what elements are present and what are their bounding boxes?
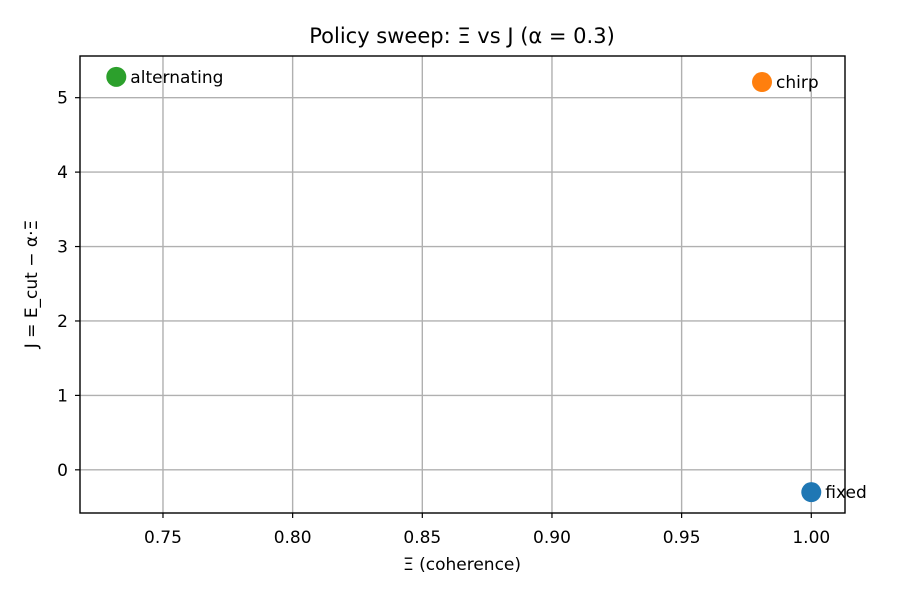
y-tick-label: 3 — [57, 238, 68, 258]
plot-frame — [79, 55, 846, 514]
x-tick-label: 0.95 — [663, 528, 701, 548]
y-tick-label: 1 — [57, 386, 68, 406]
y-tick-label: 5 — [57, 89, 68, 109]
x-tick-label: 0.90 — [533, 528, 571, 548]
y-tick-label: 4 — [57, 163, 68, 183]
point-label-chirp: chirp — [776, 73, 819, 93]
x-tick-label: 0.85 — [403, 528, 441, 548]
point-label-alternating: alternating — [130, 68, 223, 88]
data-point-chirp — [752, 72, 773, 93]
gridlines — [80, 56, 845, 513]
x-tick-label: 1.00 — [792, 528, 830, 548]
x-tick-label: 0.75 — [144, 528, 182, 548]
y-axis-label: J = E_cut − α·Ξ — [22, 220, 42, 350]
x-tick-label: 0.80 — [274, 528, 312, 548]
x-axis-label: Ξ (coherence) — [403, 555, 521, 575]
data-point-fixed — [801, 482, 822, 503]
data-points: fixed chirp alternating — [106, 66, 867, 503]
axis-ticks: 0.75 0.80 0.85 0.90 0.95 1.00 0 1 2 3 4 5 — [57, 89, 830, 548]
chart-title: Policy sweep: Ξ vs J (α = 0.3) — [309, 24, 615, 48]
y-tick-label: 0 — [57, 461, 68, 481]
y-tick-label: 2 — [57, 312, 68, 332]
data-point-alternating — [106, 66, 127, 87]
point-label-fixed: fixed — [825, 483, 867, 503]
